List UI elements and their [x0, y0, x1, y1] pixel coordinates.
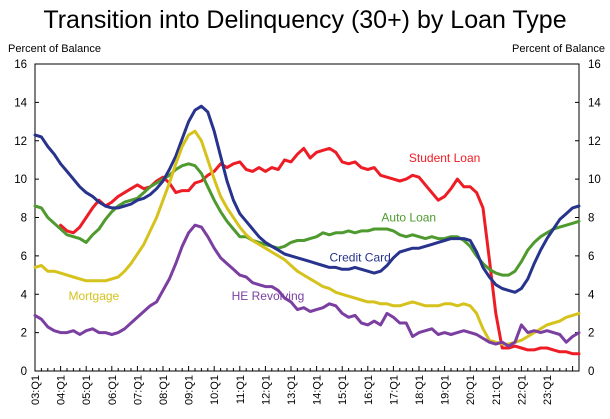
y-tick-label-left: 2 — [21, 328, 27, 340]
x-tick-label: 03:Q1 — [30, 375, 42, 405]
y-tick-label-right: 8 — [588, 213, 594, 225]
y-axis-label-right: Percent of Balance — [512, 43, 605, 55]
y-tick-label-right: 14 — [588, 97, 601, 109]
y-tick-label-right: 2 — [588, 328, 594, 340]
x-tick-label: 21:Q1 — [491, 375, 503, 405]
y-tick-label-right: 10 — [588, 174, 601, 186]
x-tick-label: 17:Q1 — [388, 375, 400, 405]
x-ticks: 03:Q1 04:Q1 05:Q1 06:Q1 07:Q1 08:Q1 09:Q1 10:Q1… — [30, 366, 580, 405]
y-tick-label-left: 16 — [14, 59, 27, 71]
series-label-student-loan: Student Loan — [409, 151, 480, 165]
y-axis-label-left: Percent of Balance — [8, 43, 101, 55]
y-tick-label-right: 16 — [588, 59, 601, 71]
x-tick-label: 13:Q1 — [286, 375, 298, 405]
x-tick-label: 04:Q1 — [56, 375, 68, 405]
x-tick-label: 08:Q1 — [158, 375, 170, 405]
series-label-he-revolving: HE Revolving — [232, 289, 305, 303]
y-tick-label-right: 4 — [588, 289, 595, 301]
series-labels: Student Loan Auto Loan Credit Card Mortgage… — [69, 151, 481, 303]
y-tick-label-right: 0 — [588, 366, 594, 378]
series-lines — [33, 104, 581, 356]
x-tick-label: 09:Q1 — [184, 375, 196, 405]
y-tick-label-left: 14 — [14, 97, 27, 109]
x-tick-label: 22:Q1 — [516, 375, 528, 405]
series-line-auto-loan — [33, 162, 581, 277]
x-tick-label: 07:Q1 — [132, 375, 144, 405]
chart-title: Transition into Delinquency (30+) by Loa… — [43, 6, 566, 34]
series-line-mortgage — [33, 129, 581, 346]
y-tick-label-left: 12 — [14, 136, 27, 148]
y-tick-label-right: 12 — [588, 136, 601, 148]
y-tick-label-left: 8 — [21, 213, 27, 225]
series-label-auto-loan: Auto Loan — [381, 210, 436, 224]
series-line-credit-card — [33, 104, 581, 294]
y-ticks-left: 0 2 4 6 8 10 12 14 16 — [14, 59, 39, 378]
x-tick-label: 18:Q1 — [414, 375, 426, 405]
series-label-credit-card: Credit Card — [329, 251, 390, 265]
x-tick-label: 12:Q1 — [260, 375, 272, 405]
y-tick-label-right: 6 — [588, 251, 594, 263]
y-tick-label-left: 10 — [14, 174, 27, 186]
y-ticks-right: 0 2 4 6 8 10 12 14 16 — [575, 59, 601, 378]
x-tick-label: 20:Q1 — [465, 375, 477, 405]
y-tick-label-left: 4 — [21, 289, 28, 301]
x-tick-label: 11:Q1 — [235, 375, 247, 404]
x-tick-label: 19:Q1 — [440, 375, 452, 405]
x-tick-label: 14:Q1 — [312, 375, 324, 405]
series-label-mortgage: Mortgage — [69, 289, 120, 303]
x-tick-label: 05:Q1 — [81, 375, 93, 405]
x-tick-label: 10:Q1 — [209, 375, 221, 405]
y-tick-label-left: 0 — [21, 366, 27, 378]
x-tick-label: 16:Q1 — [363, 375, 375, 405]
series-line-he-revolving — [33, 223, 581, 348]
x-tick-label: 06:Q1 — [107, 375, 119, 405]
x-tick-label: 23:Q1 — [542, 375, 554, 405]
y-tick-label-left: 6 — [21, 251, 27, 263]
x-tick-label: 15:Q1 — [337, 375, 349, 405]
